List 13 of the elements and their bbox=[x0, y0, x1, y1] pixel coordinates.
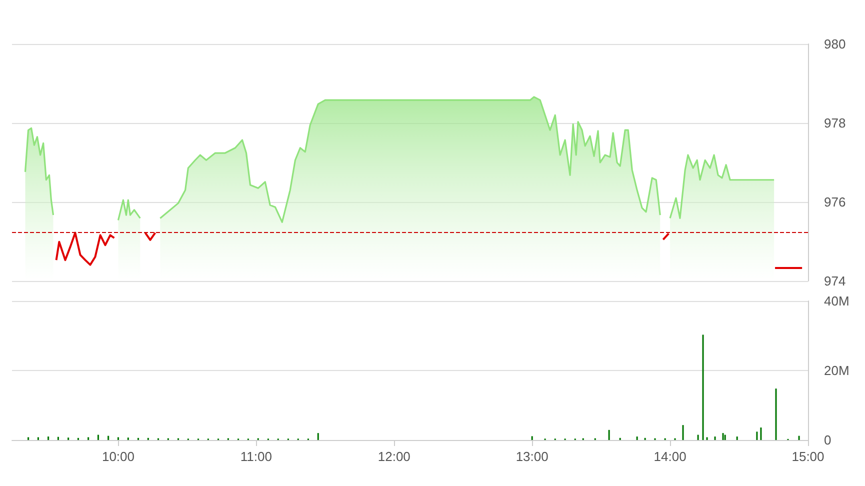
y-tick-label: 20M bbox=[824, 363, 850, 378]
x-tick-label: 15:00 bbox=[792, 449, 824, 464]
y-tick-label: 40M bbox=[824, 294, 850, 308]
x-tick-label: 10:00 bbox=[102, 449, 134, 464]
y-tick-label: 980 bbox=[824, 36, 846, 52]
y-tick-label: 976 bbox=[824, 194, 846, 210]
x-tick-label: 11:00 bbox=[240, 449, 272, 464]
y-tick-label: 978 bbox=[824, 116, 846, 130]
x-tick-label: 14:00 bbox=[654, 449, 686, 464]
x-tick-label: 12:00 bbox=[378, 449, 410, 464]
y-tick-label: 0 bbox=[824, 432, 832, 448]
y-tick-label: 974 bbox=[824, 274, 846, 288]
x-tick-label: 13:00 bbox=[516, 449, 548, 464]
